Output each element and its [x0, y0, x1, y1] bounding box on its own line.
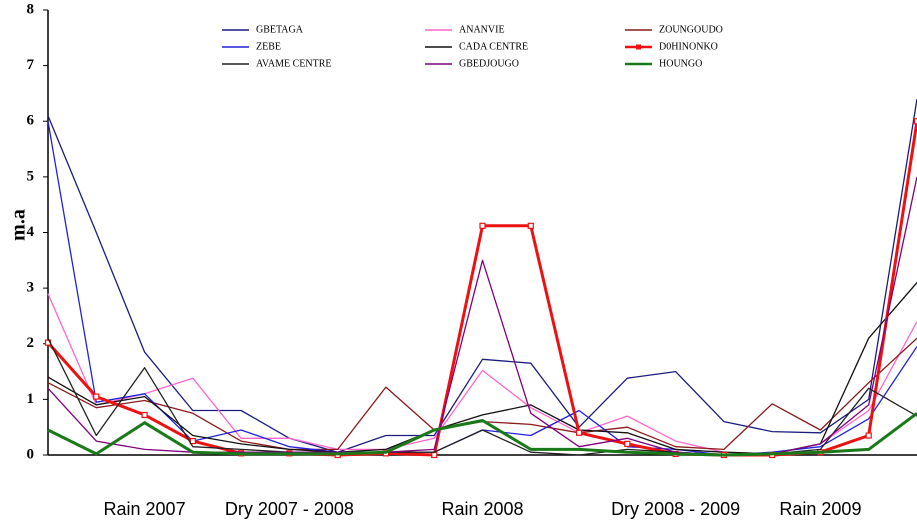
legend-label: GBETAGA: [256, 24, 304, 35]
y-tick-label: 6: [27, 113, 35, 129]
y-tick-label: 1: [27, 391, 35, 407]
x-tick-label: Dry 2007 - 2008: [225, 499, 354, 519]
legend-label: GBEDJOUGO: [459, 58, 519, 69]
x-tick-label: Rain 2009: [779, 499, 861, 519]
point: [865, 432, 872, 439]
series-line: [47, 412, 917, 457]
series-line: [47, 337, 917, 456]
y-tick-label: 3: [27, 280, 35, 296]
legend-label: ANANVIE: [459, 24, 505, 35]
x-tick-label: Rain 2007: [104, 499, 186, 519]
point: [479, 222, 486, 229]
legend-label: ZEBE: [256, 41, 281, 52]
series-line: [47, 176, 917, 456]
point: [93, 393, 100, 400]
y-tick-label: 7: [27, 57, 35, 73]
legend-label: ZOUNGOUDO: [659, 24, 723, 35]
point: [527, 222, 534, 229]
point: [624, 440, 631, 447]
point: [913, 118, 917, 125]
point: [575, 429, 583, 436]
legend-label: D0HINONKO: [659, 41, 718, 52]
series-line: [47, 98, 917, 453]
series-line: [47, 121, 917, 456]
legend-label: HOUNGO: [659, 58, 702, 69]
series-line: [46, 121, 917, 457]
y-tick-label: 5: [27, 168, 35, 184]
series-line: [47, 282, 917, 455]
legend-label: CADA CENTRE: [459, 41, 528, 52]
x-tick-label: Dry 2008 - 2009: [611, 499, 740, 519]
legend-marker: [636, 44, 641, 50]
y-axis-label: m.a: [8, 209, 30, 241]
x-tick-label: Rain 2008: [441, 499, 523, 519]
point: [141, 411, 148, 419]
y-tick-label: 8: [27, 1, 35, 17]
point: [431, 451, 438, 459]
y-tick-label: 0: [27, 446, 35, 462]
point: [189, 437, 196, 445]
y-tick-label: 2: [27, 335, 35, 351]
y-tick-label: 4: [27, 224, 35, 240]
legend-label: AVAME CENTRE: [256, 58, 331, 69]
